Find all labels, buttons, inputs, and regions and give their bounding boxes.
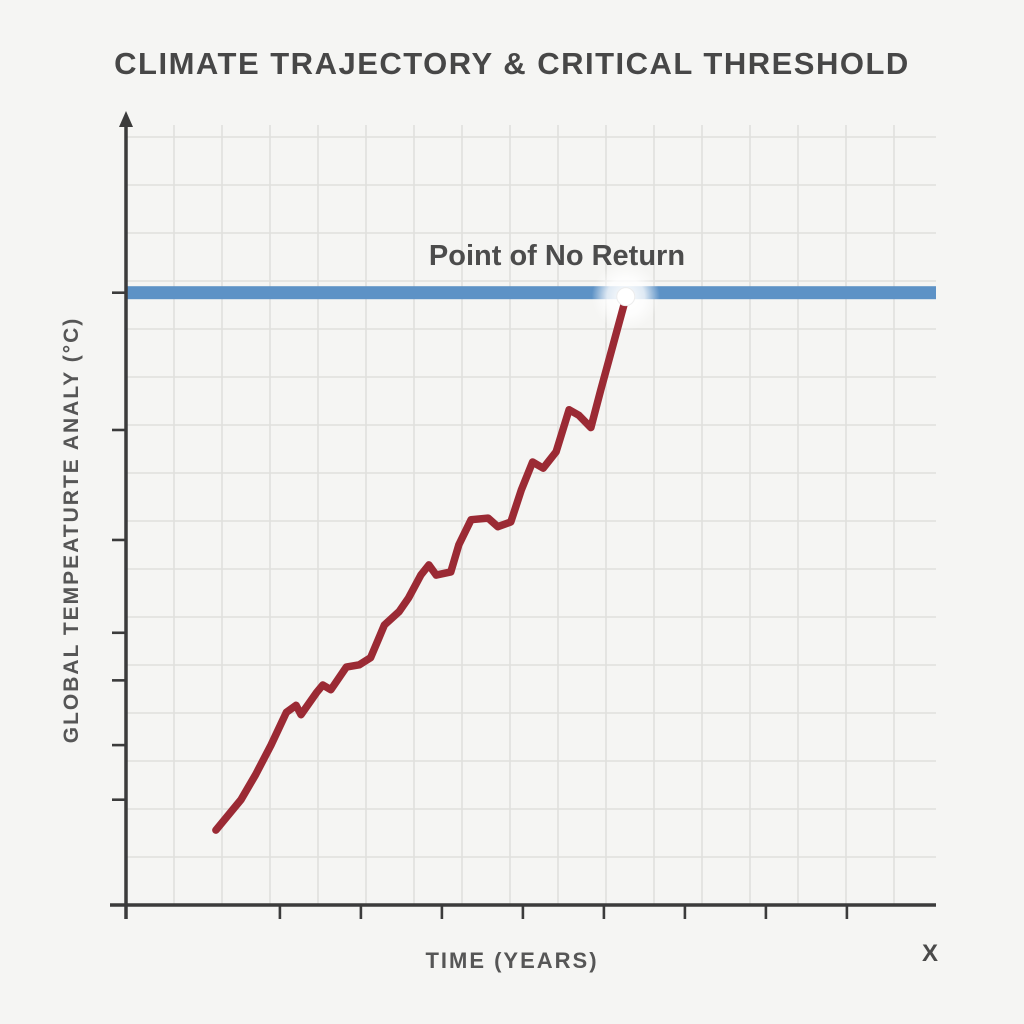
x-axis-end-label: X — [922, 940, 939, 967]
x-axis-label: TIME (YEARS) — [425, 948, 599, 973]
endpoint-marker — [616, 287, 636, 307]
temperature-series-line — [212, 294, 630, 834]
threshold-annotation: Point of No Return — [428, 240, 686, 272]
y-axis-arrow — [119, 111, 133, 127]
y-axis-label: GLOBAL TEMPEATURTE ANALY (°C) — [60, 316, 83, 744]
chart-title: CLIMATE TRAJECTORY & CRITICAL THRESHOLD — [114, 46, 910, 81]
threshold-line — [126, 286, 936, 300]
